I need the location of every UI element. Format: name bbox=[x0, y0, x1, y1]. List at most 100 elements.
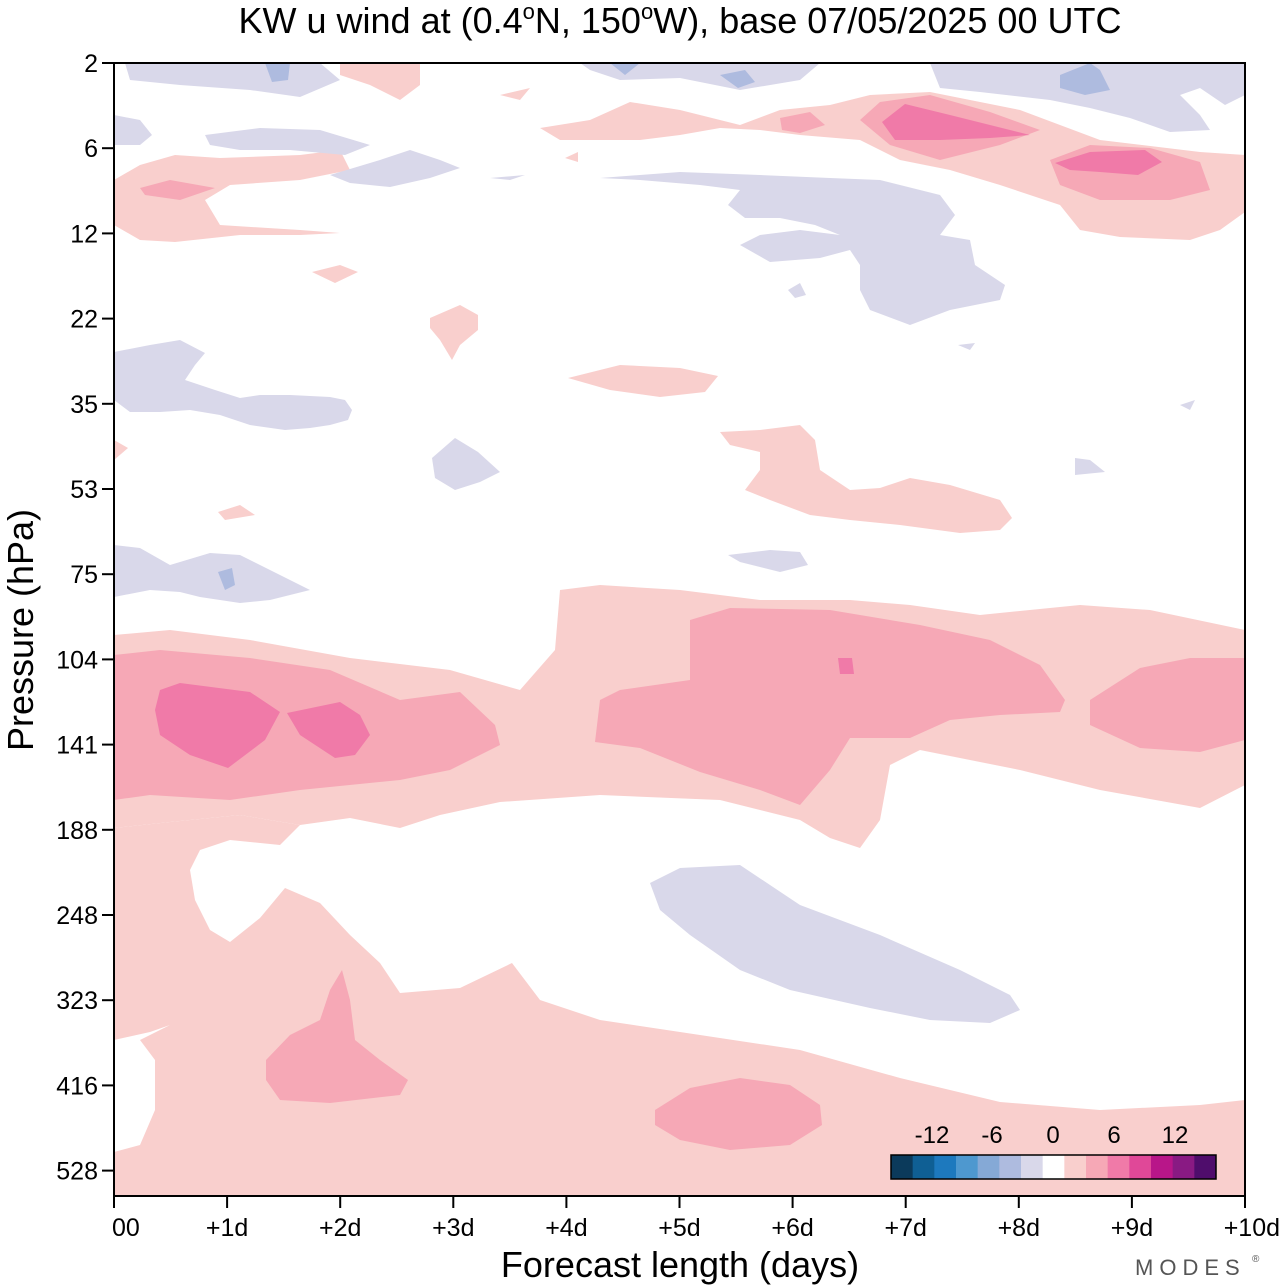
contour-upper-neg-right-top bbox=[930, 63, 1245, 132]
contour-neg-75 bbox=[114, 545, 310, 603]
y-tick-label: 6 bbox=[84, 135, 98, 163]
brand-logo: MODES bbox=[1135, 1255, 1246, 1280]
contour-max-1d bbox=[155, 683, 280, 768]
contour-upper-pink-center bbox=[340, 63, 420, 100]
contour-pink-53 bbox=[720, 425, 1012, 533]
contour-neg-22-35 bbox=[114, 340, 352, 430]
colorbar-label: 12 bbox=[1162, 1122, 1189, 1149]
contour-band-medium-right bbox=[1090, 658, 1245, 752]
y-tick-label: 12 bbox=[70, 220, 98, 248]
y-tick-label: 53 bbox=[70, 476, 98, 504]
contour-upper-neg-center-top-dark bbox=[720, 70, 755, 88]
x-tick-label: +5d bbox=[658, 1214, 700, 1242]
contour-upper-neg-right-top-dark bbox=[1060, 63, 1110, 95]
contour-neg-75-dark bbox=[218, 568, 235, 590]
contour-upper-neg-6 bbox=[205, 128, 370, 155]
colorbar-swatch bbox=[1107, 1155, 1130, 1179]
colorbar-swatch bbox=[1151, 1155, 1174, 1179]
x-tick-label: +1d bbox=[206, 1214, 248, 1242]
y-tick-label: 528 bbox=[56, 1158, 98, 1186]
contour-upper-pink-center-6 bbox=[540, 92, 1245, 240]
contour-pink-22 bbox=[430, 305, 478, 360]
x-tick-label: +7d bbox=[884, 1214, 926, 1242]
contour-upper-pink-12 bbox=[312, 265, 358, 283]
colorbar-swatch bbox=[934, 1155, 957, 1179]
colorbar: -12 -6 0 6 12 bbox=[890, 1122, 1217, 1180]
colorbar-swatch bbox=[1129, 1155, 1152, 1179]
y-tick-label: 141 bbox=[56, 732, 98, 760]
x-tick-label: +6d bbox=[771, 1214, 813, 1242]
colorbar-swatch bbox=[977, 1155, 1000, 1179]
contour-upper-neg-small-a bbox=[788, 283, 806, 298]
contour-negative-250-330 bbox=[650, 865, 1020, 1023]
colorbar-swatch bbox=[956, 1155, 979, 1179]
colorbar-label: -12 bbox=[915, 1122, 950, 1149]
x-tick-label: +3d bbox=[432, 1214, 474, 1242]
contour-lower-max-5d bbox=[655, 1078, 822, 1150]
y-tick-label: 2 bbox=[84, 50, 98, 78]
y-axis: 2 6 12 22 35 53 75 104 141 188 248 323 416 528 bbox=[56, 50, 114, 1186]
contour-upper-pink-small-c bbox=[565, 152, 578, 162]
contour-upper-neg-small-b bbox=[490, 175, 525, 180]
contour-upper-neg-left-edge bbox=[114, 115, 152, 145]
y-tick-label: 35 bbox=[70, 391, 98, 419]
colorbar-swatch bbox=[1194, 1155, 1217, 1179]
contour-neg-75-center bbox=[728, 550, 808, 572]
colorbar-label: 0 bbox=[1046, 1122, 1059, 1149]
y-tick-label: 188 bbox=[56, 817, 98, 845]
contour-neg-22-right bbox=[958, 343, 975, 350]
y-tick-label: 104 bbox=[56, 646, 98, 674]
colorbar-frame bbox=[890, 1154, 1217, 1180]
y-tick-label: 323 bbox=[56, 987, 98, 1015]
contour-upper-pink-max-9d bbox=[1055, 150, 1162, 175]
colorbar-swatch bbox=[1064, 1155, 1087, 1179]
x-tick-label: +10d bbox=[1224, 1214, 1280, 1242]
y-tick-label: 248 bbox=[56, 902, 98, 930]
contour-pink-35 bbox=[568, 365, 718, 397]
contour-max-2d bbox=[287, 702, 370, 758]
x-tick-label: +4d bbox=[545, 1214, 587, 1242]
contour-upper-neg-6-22 bbox=[600, 172, 1005, 325]
colorbar-label: 6 bbox=[1107, 1122, 1120, 1149]
colorbar-swatch bbox=[1172, 1155, 1195, 1179]
colorbar-swatch bbox=[1042, 1155, 1065, 1179]
x-axis: 00 +1d +2d +3d +4d +5d +6d +7d +8d +9d +10d bbox=[112, 1196, 1280, 1242]
contour-neg-53 bbox=[432, 438, 500, 490]
contour-upper-neg-center-top-dark2 bbox=[610, 63, 640, 75]
contour-upper-pink-small-7d bbox=[780, 112, 825, 133]
chart-title: KW u wind at (0.4oN, 150oW), base 07/05/… bbox=[239, 0, 1122, 41]
brand-mark: ® bbox=[1252, 1254, 1260, 1265]
contour-pink-53-left bbox=[218, 505, 255, 520]
contour-lower-max-2d bbox=[266, 970, 408, 1103]
colorbar-label: -6 bbox=[981, 1122, 1002, 1149]
contour-upper-neg-6b bbox=[330, 150, 460, 187]
colorbar-swatch bbox=[891, 1155, 914, 1179]
contour-lower-band bbox=[114, 815, 1245, 1196]
colorbar-swatch bbox=[912, 1155, 935, 1179]
contour-fills bbox=[114, 63, 1245, 1196]
x-tick-label: +8d bbox=[998, 1214, 1040, 1242]
contour-band-medium-center bbox=[595, 608, 1065, 805]
colorbar-swatch bbox=[1086, 1155, 1109, 1179]
contour-neg-35-right bbox=[1180, 400, 1195, 410]
contour-upper-neg-center-top bbox=[580, 63, 820, 90]
x-tick-label: +9d bbox=[1111, 1214, 1153, 1242]
colorbar-swatch bbox=[999, 1155, 1022, 1179]
y-tick-label: 416 bbox=[56, 1072, 98, 1100]
contour-upper-pink-center-2 bbox=[500, 88, 530, 100]
y-tick-label: 22 bbox=[70, 306, 98, 334]
colorbar-swatch bbox=[1021, 1155, 1044, 1179]
y-axis-label: Pressure (hPa) bbox=[0, 509, 41, 751]
x-axis-label: Forecast length (days) bbox=[501, 1244, 859, 1285]
x-tick-label: 00 bbox=[112, 1214, 140, 1242]
contour-upper-pink-max-7d bbox=[882, 104, 1030, 140]
contour-upper-pink-left bbox=[114, 150, 350, 242]
y-tick-label: 75 bbox=[70, 561, 98, 589]
x-tick-label: +2d bbox=[319, 1214, 361, 1242]
contour-max-small bbox=[838, 658, 854, 674]
contour-pink-left-edge-53 bbox=[114, 440, 128, 460]
contour-upper-pink-max-left bbox=[140, 180, 215, 200]
contour-upper-neg-small-dot bbox=[265, 63, 290, 82]
contour-neg-53-right bbox=[1075, 458, 1105, 475]
